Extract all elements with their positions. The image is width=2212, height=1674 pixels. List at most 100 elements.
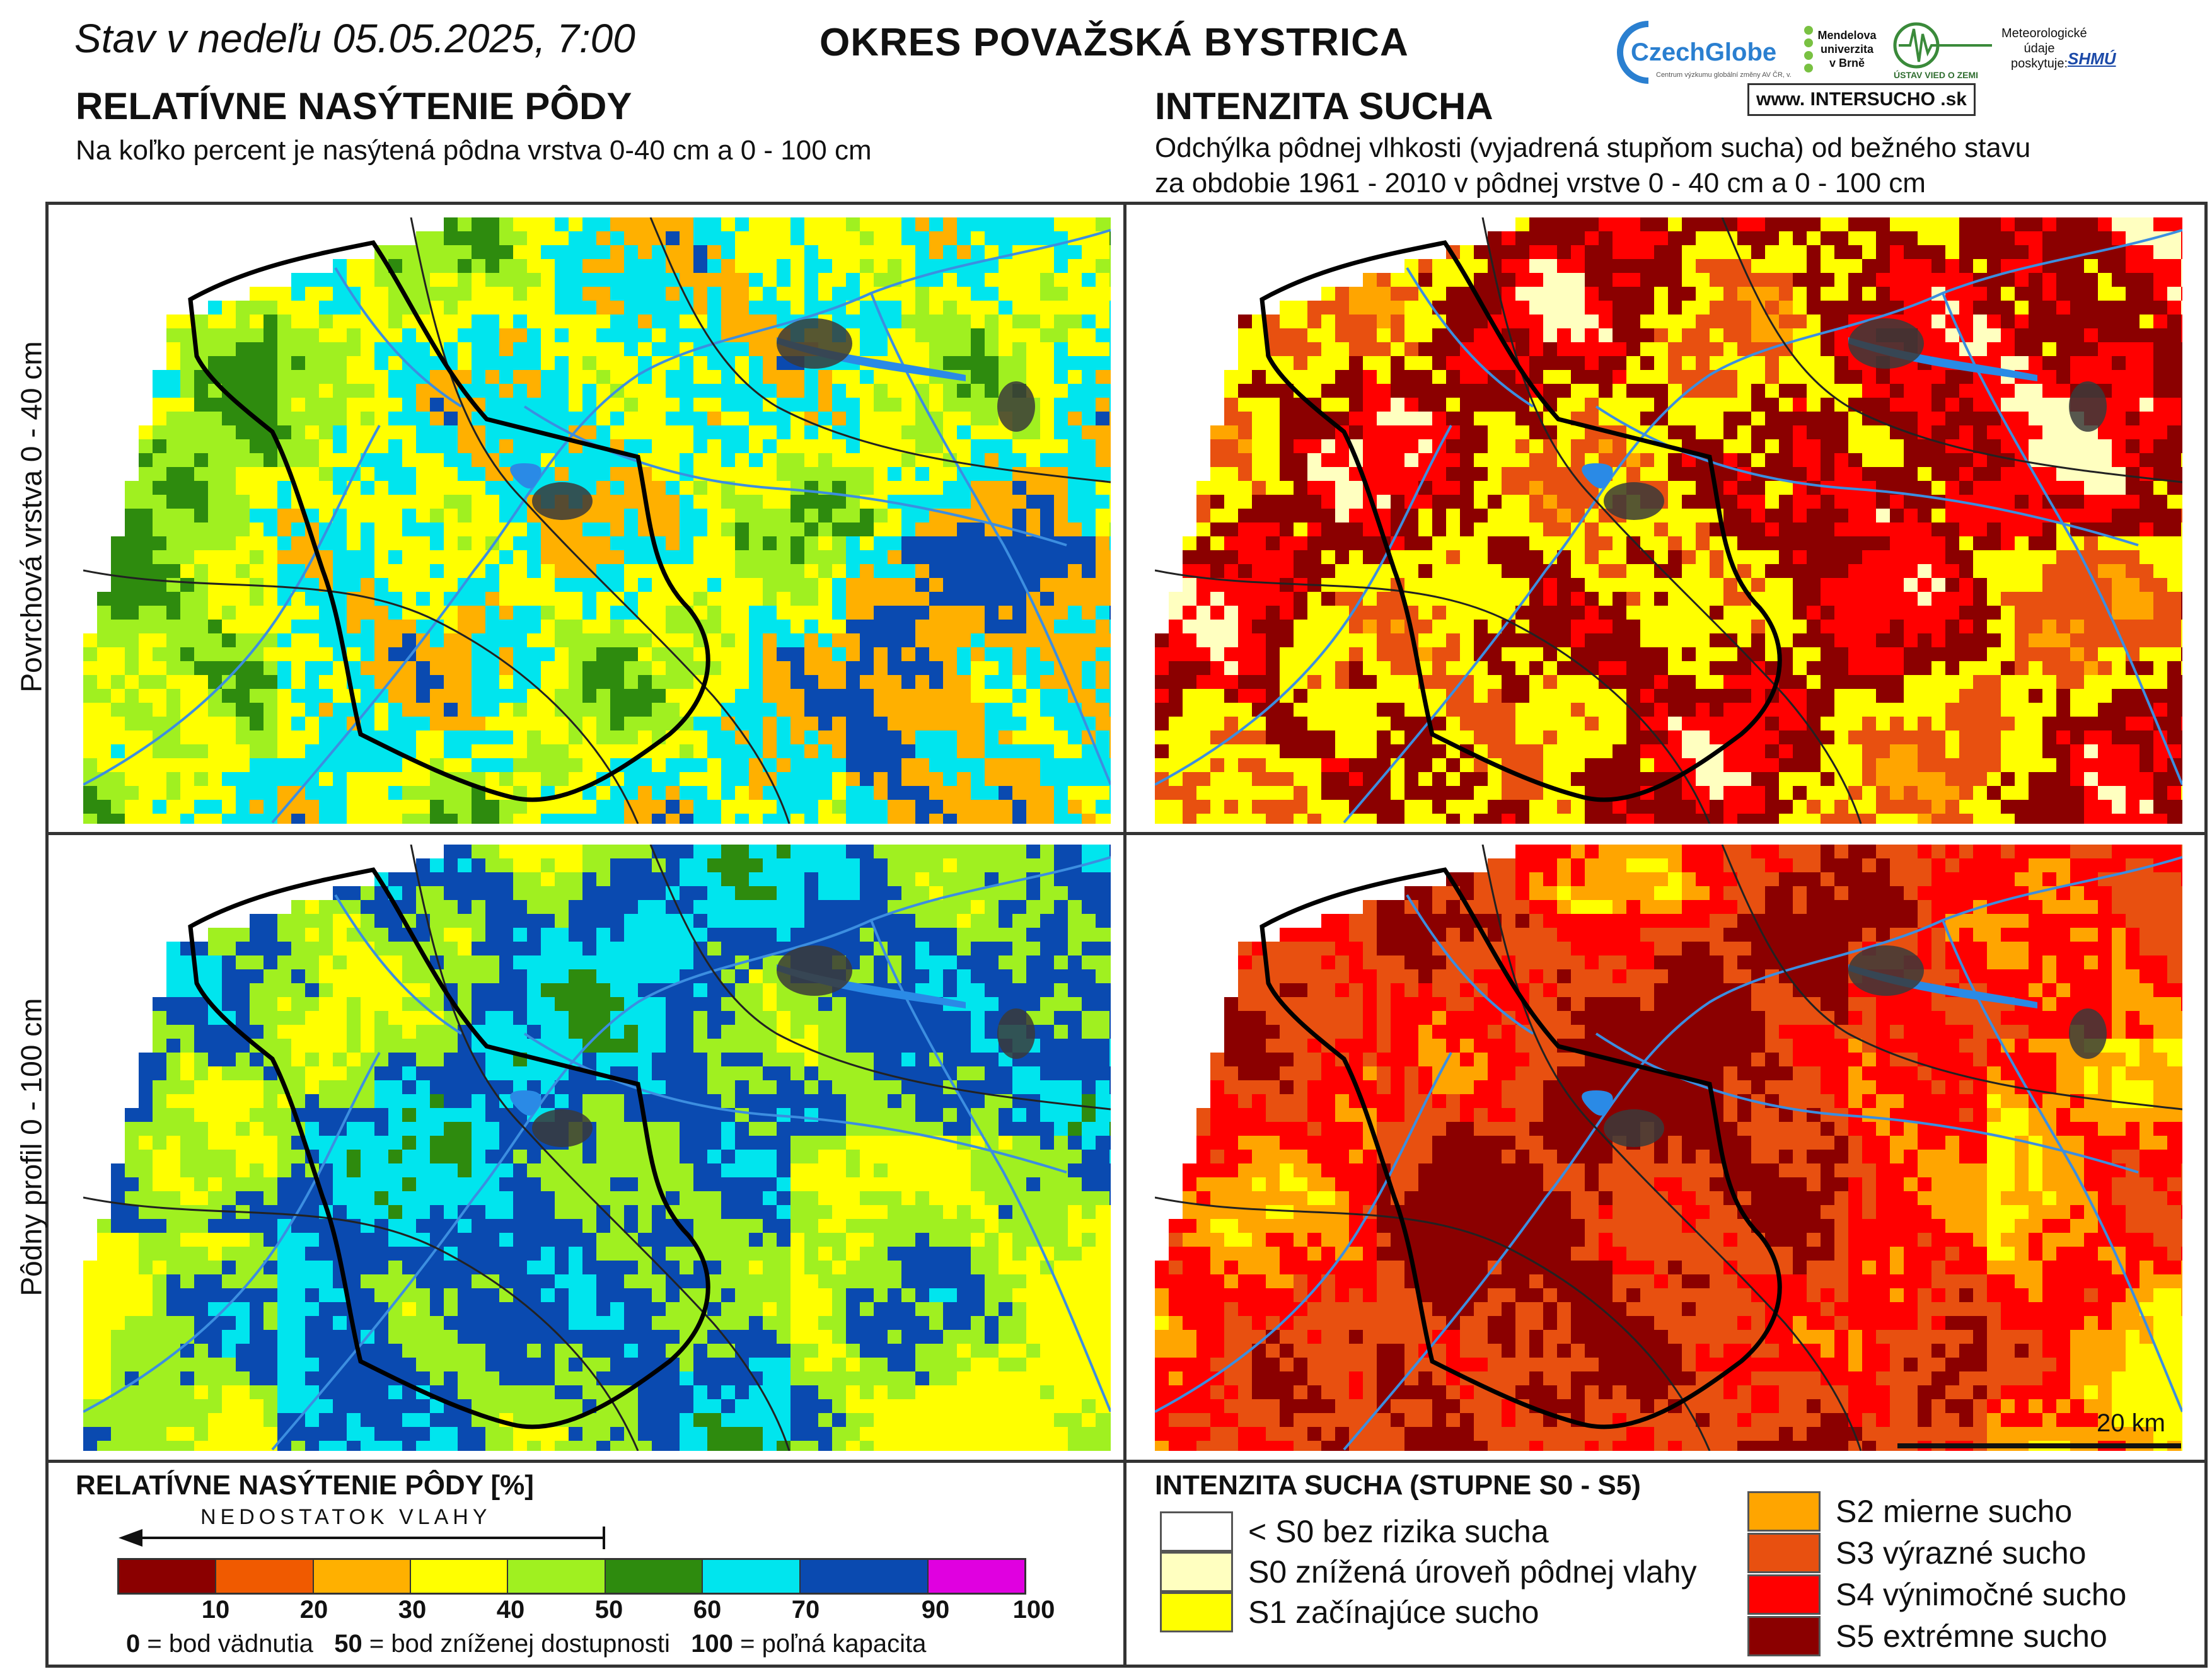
- map-cell: [139, 772, 153, 786]
- map-cell: [1068, 536, 1082, 550]
- map-cell: [416, 772, 430, 786]
- map-cell: [1585, 328, 1599, 342]
- map-cell: [1696, 522, 1710, 536]
- map-cell: [721, 592, 735, 606]
- map-cell: [361, 675, 374, 689]
- map-cell: [1682, 287, 1696, 301]
- map-cell: [735, 370, 749, 384]
- map-cell: [291, 384, 305, 398]
- map-cell: [582, 689, 596, 703]
- map-cell: [638, 439, 652, 453]
- map-cell: [1876, 522, 1890, 536]
- map-cell: [485, 328, 499, 342]
- map-cell: [915, 259, 929, 273]
- map-cell: [777, 689, 790, 703]
- map-cell: [860, 633, 874, 647]
- map-cell: [555, 800, 569, 814]
- map-cell: [277, 356, 291, 370]
- map-cell: [790, 647, 804, 661]
- map-cell: [860, 342, 874, 356]
- map-cell: [513, 564, 527, 578]
- map-cell: [180, 800, 194, 814]
- map-cell: [1876, 536, 1890, 550]
- intersucho-logo[interactable]: www. INTERSUCHO .sk: [1747, 83, 1976, 116]
- map-cell: [1082, 495, 1096, 509]
- map-cell: [832, 606, 846, 620]
- map-cell: [236, 592, 250, 606]
- map-cell: [2181, 467, 2182, 481]
- map-cell: [901, 398, 915, 412]
- map-drought-0-40[interactable]: [1155, 217, 2182, 824]
- map-cell: [1238, 315, 1252, 328]
- map-cell: [527, 287, 541, 301]
- map-cell: [388, 315, 402, 328]
- map-cell: [111, 564, 125, 578]
- map-cell: [763, 758, 777, 772]
- map-cell: [1807, 259, 1821, 273]
- map-cell: [2140, 509, 2153, 522]
- map-cell: [638, 689, 652, 703]
- map-cell: [1224, 522, 1238, 536]
- map-cell: [361, 661, 374, 675]
- map-cell: [790, 814, 804, 824]
- map-cell: [2070, 453, 2084, 467]
- map-saturation-0-40[interactable]: [83, 217, 1111, 824]
- map-cell: [832, 522, 846, 536]
- map-cell: [1224, 481, 1238, 495]
- map-cell: [139, 509, 153, 522]
- map-cell: [999, 786, 1012, 800]
- map-cell: [832, 703, 846, 717]
- map-cell: [638, 606, 652, 620]
- map-cell: [777, 786, 790, 800]
- map-cell: [333, 384, 347, 398]
- map-cell: [1040, 620, 1054, 633]
- map-cell: [610, 717, 624, 730]
- map-cell: [1418, 453, 1432, 467]
- map-cell: [1710, 245, 1723, 259]
- map-cell: [1474, 481, 1488, 495]
- map-cell: [277, 384, 291, 398]
- map-cell: [180, 384, 194, 398]
- map-cell: [707, 675, 721, 689]
- map-cell: [1460, 245, 1474, 259]
- map-cell: [1238, 481, 1252, 495]
- map-cell: [1682, 356, 1696, 370]
- map-cell: [874, 481, 888, 495]
- map-cell: [707, 453, 721, 467]
- map-cell: [999, 453, 1012, 467]
- map-cell: [777, 744, 790, 758]
- map-cell: [458, 536, 472, 550]
- map-cell: [985, 675, 999, 689]
- map-cell: [680, 647, 693, 661]
- map-cell: [1363, 384, 1377, 398]
- map-cell: [111, 661, 125, 675]
- map-cell: [1751, 315, 1765, 328]
- map-cell: [139, 744, 153, 758]
- map-cell: [2056, 564, 2070, 578]
- map-cell: [97, 606, 111, 620]
- map-cell: [1710, 412, 1723, 425]
- map-cell: [1821, 217, 1834, 231]
- map-cell: [680, 786, 693, 800]
- map-cell: [721, 315, 735, 328]
- map-cell: [374, 287, 388, 301]
- map-cell: [901, 328, 915, 342]
- map-cell: [957, 620, 971, 633]
- map-cell: [1710, 439, 1723, 453]
- map-cell: [236, 606, 250, 620]
- map-cell: [2126, 453, 2140, 467]
- map-cell: [208, 522, 222, 536]
- map-cell: [901, 578, 915, 592]
- map-cell: [818, 259, 832, 273]
- map-cell: [1862, 578, 1876, 592]
- map-cell: [1543, 315, 1557, 328]
- czechglobe-subtitle: Centrum výzkumu globální změny AV ČR, v.…: [1656, 71, 1793, 79]
- map-cell: [139, 439, 153, 453]
- map-cell: [2167, 495, 2181, 509]
- map-cell: [1294, 301, 1307, 315]
- map-cell: [361, 412, 374, 425]
- map-cell: [874, 578, 888, 592]
- map-cell: [1945, 453, 1959, 467]
- map-cell: [499, 273, 513, 287]
- map-cell: [985, 495, 999, 509]
